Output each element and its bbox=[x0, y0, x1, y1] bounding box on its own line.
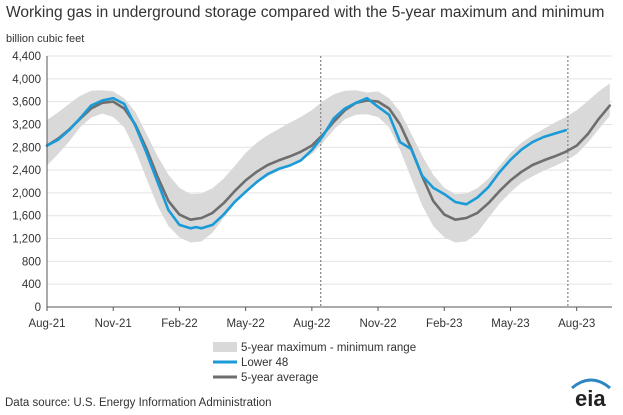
chart-title: Working gas in underground storage compa… bbox=[6, 4, 605, 21]
y-tick-label: 1,200 bbox=[12, 234, 41, 246]
eia-logo-arc bbox=[571, 378, 611, 390]
y-tick-label: 2,800 bbox=[12, 142, 41, 154]
five-year-range-band bbox=[47, 83, 610, 243]
x-tick-label: May-23 bbox=[491, 318, 529, 330]
y-tick-label: 0 bbox=[35, 302, 41, 314]
y-tick-label: 3,600 bbox=[12, 97, 41, 109]
y-tick-label: 800 bbox=[22, 256, 41, 268]
y-tick-label: 400 bbox=[22, 279, 41, 291]
x-tick-label: Feb-23 bbox=[426, 318, 462, 330]
series-lines bbox=[45, 96, 612, 230]
series-line-lower-48 bbox=[45, 96, 568, 230]
x-tick-label: Aug-22 bbox=[293, 318, 330, 330]
x-tick-label: Feb-22 bbox=[161, 318, 197, 330]
legend: 5-year maximum - minimum range Lower 48 … bbox=[213, 342, 416, 384]
legend-label-range: 5-year maximum - minimum range bbox=[241, 342, 416, 354]
y-axis-unit-label: billion cubic feet bbox=[6, 33, 85, 45]
y-tick-label: 2,000 bbox=[12, 188, 41, 200]
axes bbox=[46, 56, 612, 308]
eia-logo-text: eia bbox=[575, 386, 606, 410]
legend-label-lower48: Lower 48 bbox=[241, 357, 288, 369]
legend-swatch-range bbox=[213, 342, 237, 352]
y-tick-label: 4,000 bbox=[12, 74, 41, 86]
x-tick-label: Aug-21 bbox=[28, 318, 65, 330]
y-tick-label: 2,400 bbox=[12, 165, 41, 177]
x-tick-label: Aug-23 bbox=[558, 318, 595, 330]
y-tick-label: 1,600 bbox=[12, 211, 41, 223]
x-axis-ticks: Aug-21 Nov-21 Feb-22 May-22 Aug-22 Nov-22 Feb-… bbox=[28, 307, 595, 330]
legend-label-average: 5-year average bbox=[241, 372, 318, 384]
data-source-note: Data source: U.S. Energy Information Adm… bbox=[5, 397, 272, 409]
y-tick-label: 4,400 bbox=[12, 51, 41, 63]
x-tick-label: May-22 bbox=[226, 318, 264, 330]
reference-lines bbox=[320, 56, 569, 307]
y-axis-ticks: 0 400 800 1,200 1,600 2,000 2,400 2,800 3,200 3,6… bbox=[12, 51, 41, 314]
eia-logo: eia bbox=[571, 378, 611, 410]
y-tick-label: 3,200 bbox=[12, 119, 41, 131]
x-tick-label: Nov-21 bbox=[95, 318, 132, 330]
x-tick-label: Nov-22 bbox=[360, 318, 397, 330]
